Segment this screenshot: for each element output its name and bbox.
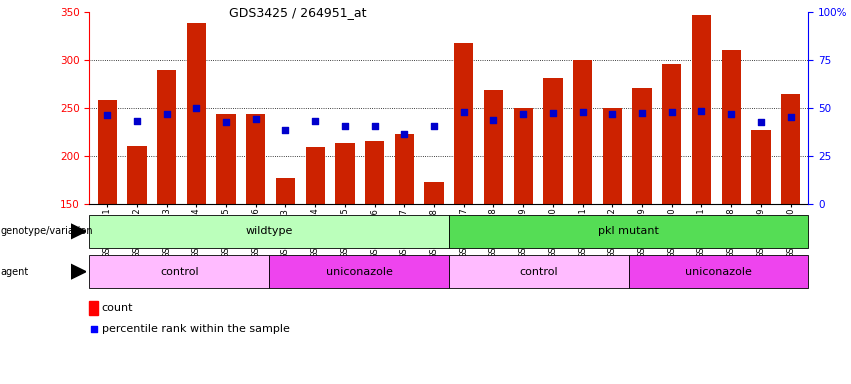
Bar (722, 50, 741, 204)
Point (100, 112, 114, 118)
Point (665, 109, 678, 115)
Text: uniconazole: uniconazole (326, 266, 392, 277)
Text: agent: agent (1, 266, 29, 277)
Bar (484, 90, 503, 204)
Point (457, 109, 471, 115)
Point (427, 123, 441, 129)
Point (606, 111, 620, 118)
Point (160, 111, 174, 118)
Polygon shape (71, 224, 86, 239)
Bar (246, 114, 266, 204)
Bar (448, 215, 808, 248)
Point (546, 110, 560, 116)
Point (487, 117, 500, 123)
Bar (186, 23, 206, 204)
Bar (335, 143, 355, 204)
Point (308, 118, 322, 124)
Bar (98, 100, 117, 204)
Bar (603, 108, 622, 204)
Bar (89, 301, 98, 315)
Bar (662, 64, 682, 204)
Point (249, 116, 263, 122)
Text: pkl mutant: pkl mutant (598, 226, 660, 237)
Polygon shape (71, 264, 86, 279)
Bar (632, 88, 652, 204)
Point (724, 111, 738, 118)
Text: uniconazole: uniconazole (685, 266, 752, 277)
Point (635, 110, 648, 116)
Bar (395, 134, 414, 204)
Point (754, 119, 768, 125)
Bar (543, 78, 563, 204)
Point (87, 326, 100, 332)
Bar (269, 255, 448, 288)
Point (368, 123, 381, 129)
Bar (751, 130, 770, 204)
Text: genotype/variation: genotype/variation (1, 226, 94, 237)
Point (517, 111, 530, 118)
Bar (216, 114, 236, 204)
Bar (454, 43, 473, 204)
Point (338, 123, 351, 129)
Text: percentile rank within the sample: percentile rank within the sample (101, 324, 289, 334)
Text: GDS3425 / 264951_at: GDS3425 / 264951_at (229, 6, 367, 19)
Bar (513, 108, 533, 204)
Bar (692, 15, 711, 204)
Bar (89, 255, 269, 288)
Point (576, 109, 590, 115)
Point (784, 114, 797, 120)
Bar (781, 94, 800, 204)
Point (278, 127, 292, 133)
Bar (89, 215, 448, 248)
Bar (365, 141, 385, 204)
Bar (128, 146, 146, 204)
Text: count: count (101, 303, 133, 313)
Point (397, 131, 411, 137)
Text: control: control (519, 266, 558, 277)
Point (220, 119, 233, 125)
Bar (306, 147, 325, 204)
Text: control: control (160, 266, 198, 277)
Bar (276, 177, 295, 204)
Bar (448, 255, 629, 288)
Bar (573, 60, 592, 204)
Text: wildtype: wildtype (245, 226, 293, 237)
Point (694, 108, 708, 114)
Point (190, 106, 203, 112)
Bar (425, 182, 443, 204)
Bar (629, 255, 808, 288)
Bar (157, 70, 176, 204)
Point (130, 118, 144, 124)
